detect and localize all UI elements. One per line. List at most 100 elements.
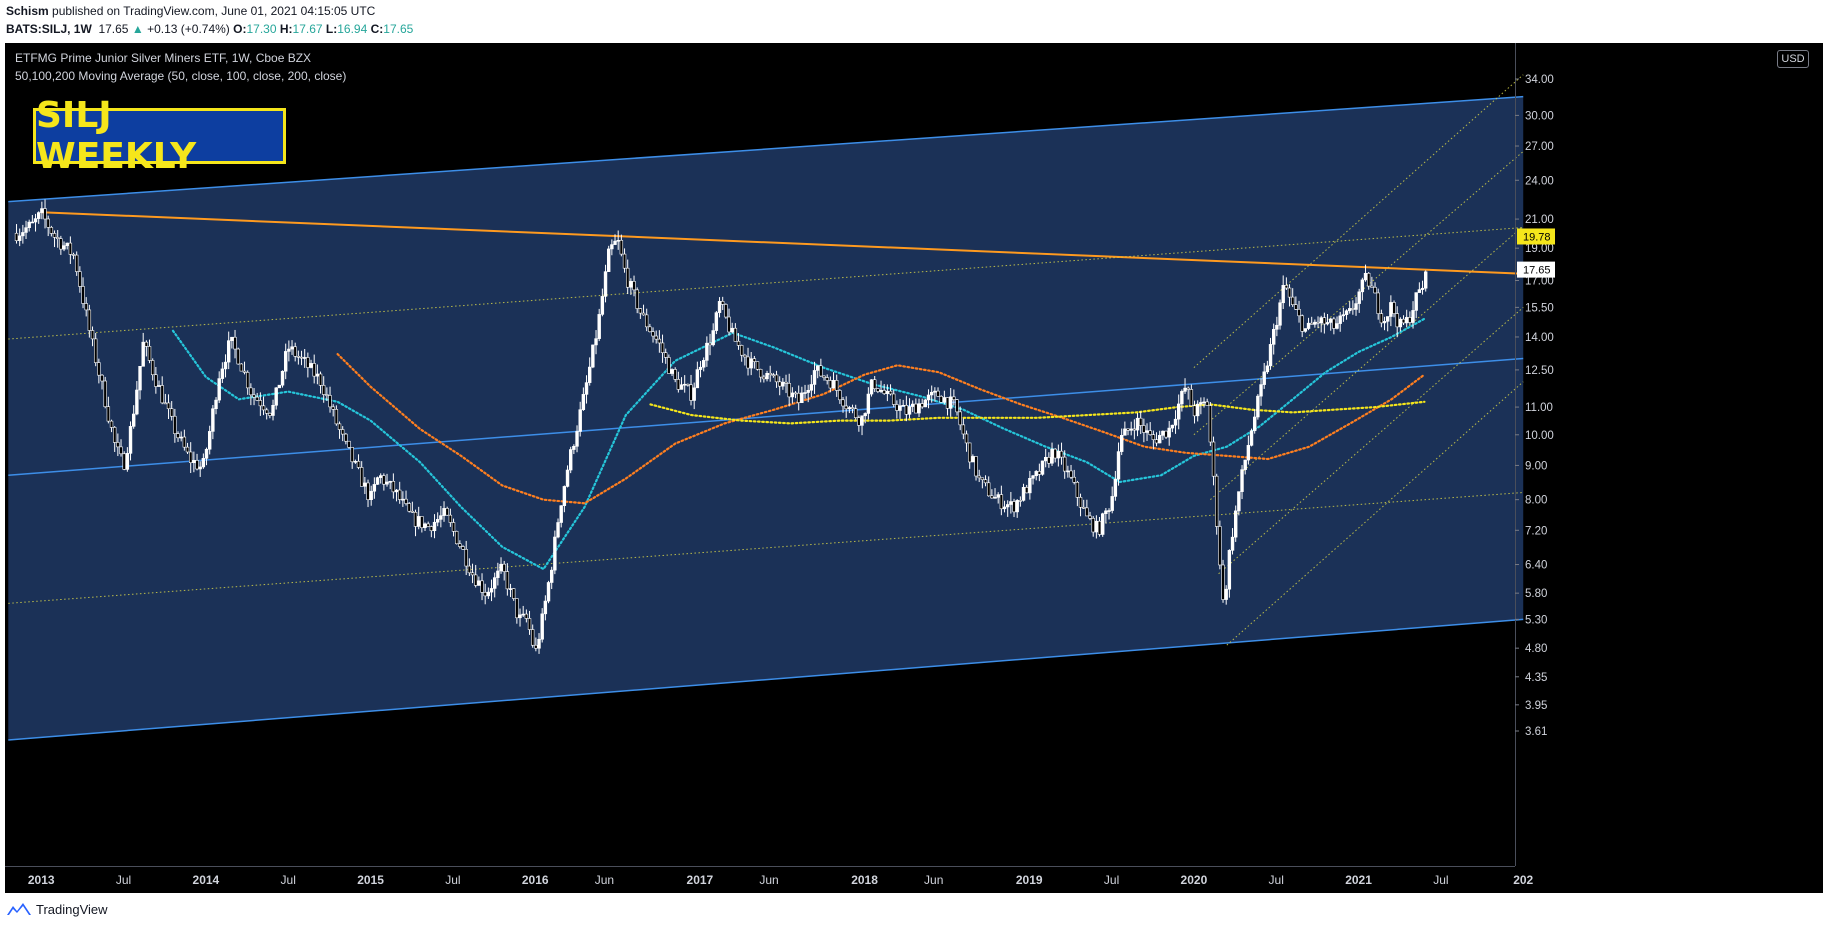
candle-body — [692, 387, 696, 401]
candle-body — [961, 424, 966, 435]
candle-body — [33, 218, 38, 223]
candle-body — [1389, 302, 1393, 317]
candle-body — [815, 365, 820, 371]
drawing-channel_lower-2 — [8, 618, 1524, 741]
candle-body — [306, 357, 310, 368]
candle-body — [1104, 510, 1108, 515]
candle-body — [825, 377, 829, 381]
candle-body — [578, 409, 582, 432]
channel-fill — [8, 96, 1524, 740]
price-tick-label: 34.00 — [1525, 74, 1554, 86]
candle-body — [454, 531, 459, 545]
candle-body — [648, 326, 652, 333]
candle-body — [461, 546, 465, 550]
candle-body — [942, 397, 947, 403]
candle-body — [768, 372, 772, 376]
candle-body — [1414, 292, 1418, 311]
candle-body — [1303, 328, 1308, 332]
candle-body — [52, 233, 57, 238]
symbol-title[interactable]: ETFMG Prime Junior Silver Miners ETF, 1W… — [15, 51, 312, 65]
last-price: 17.65 — [98, 22, 129, 36]
candle-body — [926, 394, 931, 401]
candle-body — [572, 446, 576, 450]
candle-body — [100, 374, 104, 382]
price-tick-label: 10.00 — [1525, 430, 1554, 442]
candle-body — [986, 482, 991, 497]
candle-body — [1411, 310, 1415, 323]
time-tick-label: 2019 — [1016, 873, 1043, 887]
candle-body — [901, 405, 905, 407]
candle-body — [261, 405, 266, 411]
candle-body — [502, 563, 506, 572]
currency-badge[interactable]: USD — [1777, 50, 1809, 68]
candle-body — [1392, 302, 1396, 314]
candle-body — [553, 536, 557, 571]
candle-body — [695, 369, 700, 389]
candle-body — [777, 381, 782, 387]
candle-body — [1398, 318, 1403, 328]
candle-body — [223, 361, 228, 370]
candle-body — [844, 405, 848, 410]
candle-body — [717, 301, 722, 313]
candle-body — [1047, 457, 1051, 464]
candle-body — [458, 543, 462, 547]
time-tick-label: Jul — [1269, 873, 1284, 887]
candle-body — [977, 475, 981, 479]
up-arrow-icon: ▲ — [131, 22, 144, 36]
author-name[interactable]: Schism — [6, 4, 49, 18]
candle-body — [1009, 501, 1013, 505]
drawing-fib_diag-10 — [1193, 74, 1524, 368]
candle-body — [1341, 314, 1346, 317]
candle-body — [1154, 439, 1159, 444]
indicator-legend[interactable]: 50,100,200 Moving Average (50, close, 10… — [15, 69, 347, 83]
candle-body — [657, 338, 662, 344]
time-tick-label: Jul — [116, 873, 131, 887]
candle-body — [1043, 457, 1048, 462]
candle-body — [993, 497, 997, 499]
close-label: C: — [370, 22, 384, 36]
candle-body — [603, 271, 608, 297]
candle-body — [952, 396, 956, 400]
candle-body — [847, 407, 852, 410]
candle-body — [382, 475, 386, 485]
ma-line-ma100 — [336, 353, 1426, 505]
candle-body — [534, 644, 538, 649]
candle-body — [236, 348, 240, 365]
candle-body — [245, 372, 250, 389]
candle-body — [1069, 470, 1073, 478]
candle-body — [565, 469, 570, 487]
candle-body — [125, 453, 130, 470]
candle-body — [606, 248, 611, 272]
footer-brand[interactable]: TradingView — [6, 901, 108, 917]
candle-body — [249, 387, 253, 396]
candle-body — [388, 481, 392, 483]
candle-body — [211, 408, 215, 432]
candle-body — [214, 399, 218, 409]
candle-body — [556, 522, 560, 538]
candle-body — [182, 436, 187, 448]
candle-body — [1034, 471, 1038, 477]
candle-body — [1360, 279, 1365, 293]
candle-body — [1202, 401, 1206, 404]
candle-body — [188, 451, 193, 464]
candle-body — [521, 613, 525, 616]
candle-body — [1265, 365, 1270, 373]
candle-body — [619, 240, 624, 255]
candle-body — [540, 613, 544, 640]
candle-body — [1021, 487, 1026, 501]
candle-body — [879, 390, 883, 392]
price-bars — [14, 199, 1428, 654]
price-chart[interactable]: 34.00 30.00 27.00 24.00 21.00 19.00 17.00 15.50… — [5, 43, 1823, 893]
candle-body — [1056, 450, 1061, 459]
candle-body — [1243, 459, 1247, 470]
price-tick-label: 7.20 — [1525, 525, 1547, 537]
candle-body — [166, 402, 171, 410]
candle-body — [1417, 289, 1422, 293]
candle-body — [537, 638, 541, 649]
time-tick-label: Jul — [445, 873, 460, 887]
time-tick-label: 2021 — [1345, 873, 1372, 887]
candle-body — [451, 522, 456, 532]
time-tick-label: 2015 — [357, 873, 384, 887]
price-tick-label: 8.00 — [1525, 495, 1547, 507]
candle-body — [1005, 504, 1010, 508]
